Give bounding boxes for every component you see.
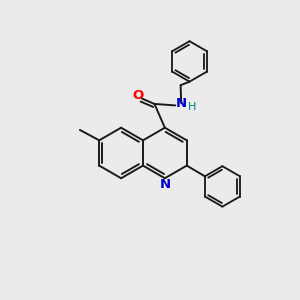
Text: O: O (132, 88, 143, 101)
Text: N: N (176, 97, 187, 110)
Text: N: N (159, 178, 170, 191)
Text: H: H (188, 102, 196, 112)
